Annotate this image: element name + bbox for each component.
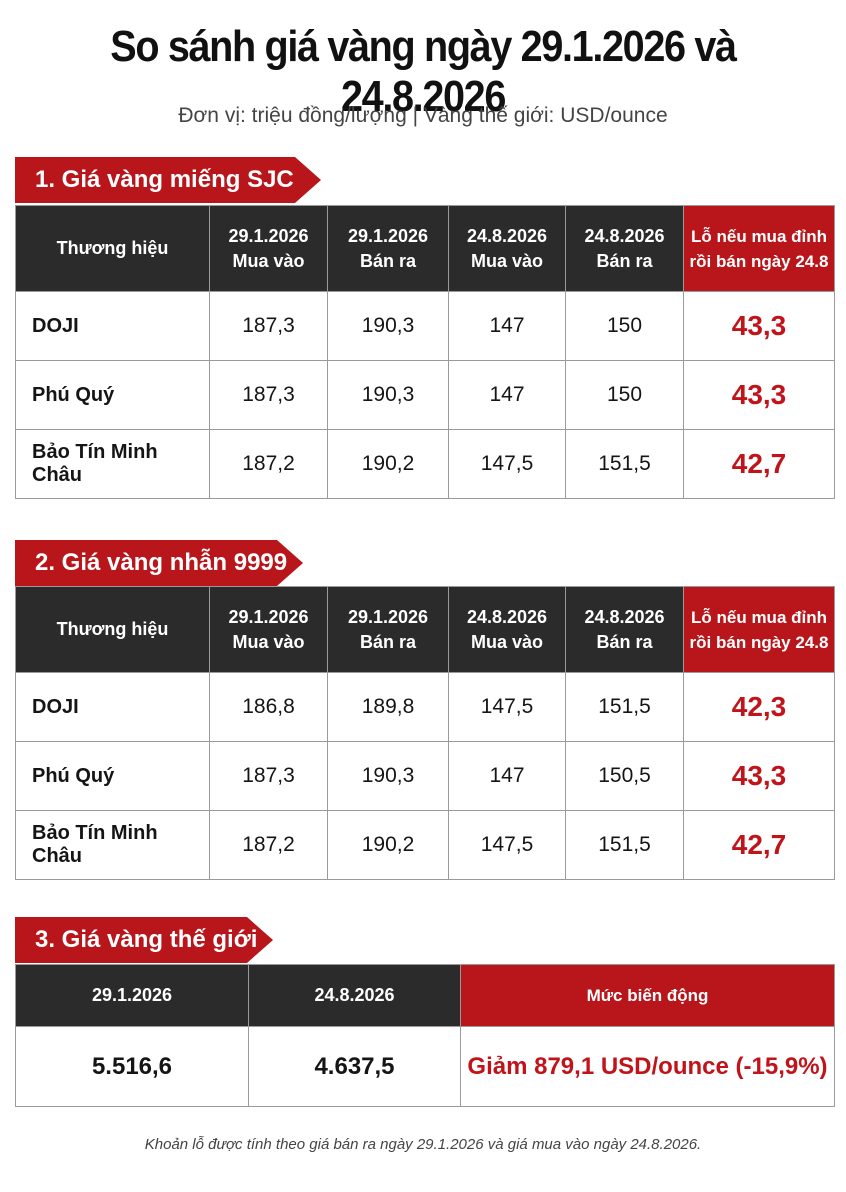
header-date-aug: 24.8.2026 (248, 964, 461, 1027)
value-cell: 151,5 (565, 672, 684, 742)
table-row: Bảo Tín Minh Châu 187,2 190,2 147,5 151,… (15, 429, 835, 499)
value-cell: 151,5 (565, 810, 684, 880)
header-sell-jan: 29.1.2026 Bán ra (327, 205, 449, 292)
world-price-table: 29.1.2026 24.8.2026 Mức biến động 5.516,… (15, 964, 835, 1107)
header-buy-aug: 24.8.2026 Mua vào (448, 586, 566, 673)
footnote: Khoản lỗ được tính theo giá bán ra ngày … (144, 1136, 702, 1153)
table-header-row: 29.1.2026 24.8.2026 Mức biến động (15, 964, 835, 1027)
value-cell: 187,2 (209, 810, 328, 880)
value-cell: 150 (565, 360, 684, 430)
value-cell: 187,3 (209, 291, 328, 361)
header-loss: Lỗ nếu mua đỉnh rồi bán ngày 24.8 (683, 205, 835, 292)
loss-cell: 43,3 (683, 291, 835, 361)
section-ring-label: 2. Giá vàng nhẫn 9999 (15, 540, 303, 586)
header-sell-aug: 24.8.2026 Bán ra (565, 205, 684, 292)
header-loss: Lỗ nếu mua đỉnh rồi bán ngày 24.8 (683, 586, 835, 673)
loss-cell: 42,7 (683, 810, 835, 880)
table-row: DOJI 186,8 189,8 147,5 151,5 42,3 (15, 672, 835, 742)
header-buy-jan: 29.1.2026 Mua vào (209, 205, 328, 292)
section-world-label: 3. Giá vàng thế giới (15, 917, 273, 963)
page-title: So sánh giá vàng ngày 29.1.2026 và 24.8.… (110, 22, 737, 121)
value-cell: 147 (448, 741, 566, 811)
change-cell: Giảm 879,1 USD/ounce (-15,9%) (460, 1026, 835, 1107)
table-row: Phú Quý 187,3 190,3 147 150 43,3 (15, 360, 835, 430)
value-cell: 147,5 (448, 672, 566, 742)
brand-cell: Bảo Tín Minh Châu (15, 429, 210, 499)
value-cell: 4.637,5 (248, 1026, 461, 1107)
table-row: Bảo Tín Minh Châu 187,2 190,2 147,5 151,… (15, 810, 835, 880)
brand-cell: Phú Quý (15, 741, 210, 811)
loss-cell: 43,3 (683, 741, 835, 811)
value-cell: 190,3 (327, 360, 449, 430)
value-cell: 187,3 (209, 360, 328, 430)
header-buy-aug: 24.8.2026 Mua vào (448, 205, 566, 292)
header-change: Mức biến động (460, 964, 835, 1027)
header-brand: Thương hiệu (15, 205, 210, 292)
value-cell: 147,5 (448, 810, 566, 880)
value-cell: 147,5 (448, 429, 566, 499)
unit-subtitle: Đơn vị: triệu đồng/lượng | Vàng thế giới… (178, 104, 668, 127)
table-row: 5.516,6 4.637,5 Giảm 879,1 USD/ounce (-1… (15, 1026, 835, 1107)
table-header-row: Thương hiệu 29.1.2026 Mua vào 29.1.2026 Bá… (15, 205, 835, 292)
header-brand: Thương hiệu (15, 586, 210, 673)
value-cell: 150,5 (565, 741, 684, 811)
header-buy-jan: 29.1.2026 Mua vào (209, 586, 328, 673)
header-date-jan: 29.1.2026 (15, 964, 249, 1027)
value-cell: 190,2 (327, 429, 449, 499)
value-cell: 150 (565, 291, 684, 361)
section-sjc-label: 1. Giá vàng miếng SJC (15, 157, 321, 203)
table-header-row: Thương hiệu 29.1.2026 Mua vào 29.1.2026 Bá… (15, 586, 835, 673)
value-cell: 187,3 (209, 741, 328, 811)
loss-cell: 42,3 (683, 672, 835, 742)
table-row: Phú Quý 187,3 190,3 147 150,5 43,3 (15, 741, 835, 811)
value-cell: 187,2 (209, 429, 328, 499)
value-cell: 190,3 (327, 291, 449, 361)
value-cell: 189,8 (327, 672, 449, 742)
header-sell-aug: 24.8.2026 Bán ra (565, 586, 684, 673)
value-cell: 5.516,6 (15, 1026, 249, 1107)
brand-cell: DOJI (15, 672, 210, 742)
value-cell: 190,2 (327, 810, 449, 880)
brand-cell: Bảo Tín Minh Châu (15, 810, 210, 880)
value-cell: 190,3 (327, 741, 449, 811)
value-cell: 186,8 (209, 672, 328, 742)
value-cell: 151,5 (565, 429, 684, 499)
loss-cell: 42,7 (683, 429, 835, 499)
brand-cell: DOJI (15, 291, 210, 361)
brand-cell: Phú Quý (15, 360, 210, 430)
sjc-price-table: Thương hiệu 29.1.2026 Mua vào 29.1.2026 Bá… (15, 205, 835, 499)
header-sell-jan: 29.1.2026 Bán ra (327, 586, 449, 673)
value-cell: 147 (448, 360, 566, 430)
ring-price-table: Thương hiệu 29.1.2026 Mua vào 29.1.2026 Bá… (15, 586, 835, 880)
value-cell: 147 (448, 291, 566, 361)
loss-cell: 43,3 (683, 360, 835, 430)
table-row: DOJI 187,3 190,3 147 150 43,3 (15, 291, 835, 361)
